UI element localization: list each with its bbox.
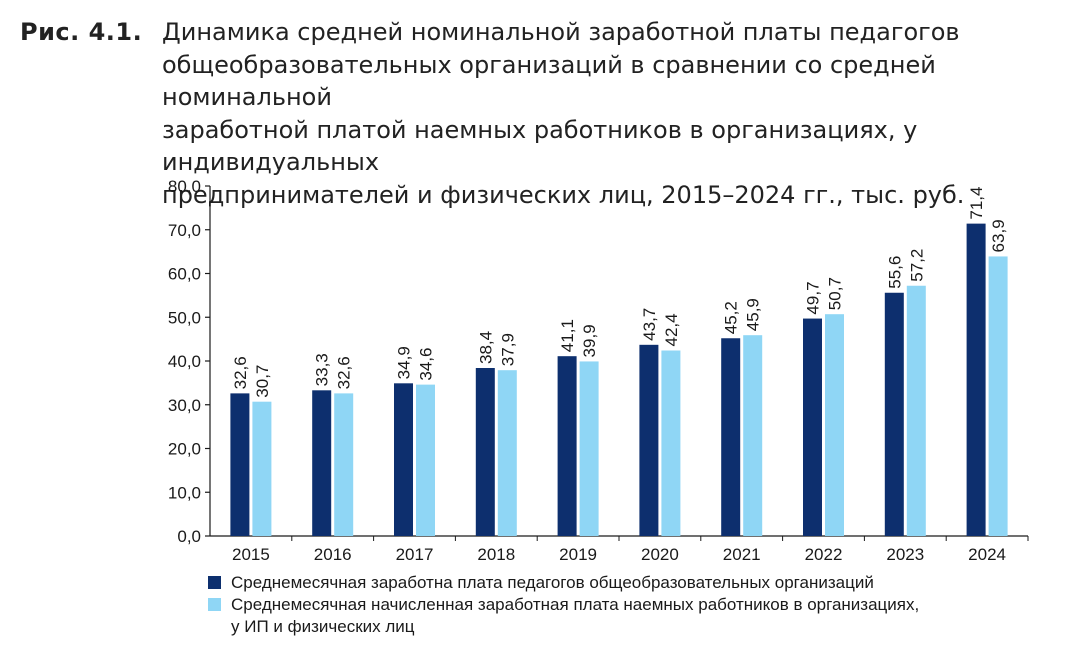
x-tick-label: 2020 — [641, 545, 679, 564]
x-tick-label: 2017 — [396, 545, 434, 564]
chart-legend: Среднемесячная заработна плата педагогов… — [208, 572, 919, 638]
bar-employees — [334, 393, 354, 536]
bar-employees — [252, 401, 272, 536]
data-label-employees: 34,6 — [417, 348, 436, 381]
bar-employees — [825, 314, 844, 536]
y-tick-label: 10,0 — [168, 483, 201, 502]
legend-swatch-teachers — [208, 576, 221, 589]
legend-label-teachers: Среднемесячная заработна плата педагогов… — [231, 573, 874, 592]
y-tick-label: 20,0 — [168, 440, 201, 459]
y-tick-label: 80,0 — [168, 177, 201, 196]
bar-teachers — [394, 383, 413, 536]
data-label-teachers: 38,4 — [476, 331, 495, 364]
data-label-teachers: 55,6 — [885, 256, 904, 289]
y-tick-label: 70,0 — [168, 221, 201, 240]
data-label-employees: 32,6 — [335, 356, 354, 389]
x-tick-label: 2015 — [232, 545, 270, 564]
x-tick-label: 2023 — [886, 545, 924, 564]
bar-teachers — [639, 344, 659, 536]
y-tick-label: 0,0 — [177, 527, 201, 546]
data-label-teachers: 49,7 — [804, 281, 823, 314]
x-tick-label: 2022 — [805, 545, 843, 564]
y-tick-label: 40,0 — [168, 352, 201, 371]
y-tick-label: 30,0 — [168, 396, 201, 415]
bar-teachers — [721, 338, 741, 536]
data-label-employees: 63,9 — [989, 219, 1008, 252]
data-label-teachers: 41,1 — [558, 319, 577, 352]
figure-label: Рис. 4.1. — [20, 18, 143, 46]
bar-employees — [416, 384, 435, 536]
legend-swatch-employees — [208, 598, 221, 611]
data-label-employees: 42,4 — [662, 313, 681, 346]
bar-employees — [988, 256, 1008, 536]
data-label-teachers: 33,3 — [313, 353, 332, 386]
legend-label-employees: Среднемесячная начисленная заработная пл… — [231, 595, 920, 636]
bar-employees — [497, 370, 517, 536]
y-tick-label: 60,0 — [168, 265, 201, 284]
data-label-teachers: 71,4 — [967, 187, 986, 220]
data-label-employees: 37,9 — [498, 333, 517, 366]
data-label-employees: 57,2 — [907, 249, 926, 282]
bar-teachers — [803, 318, 822, 536]
bar-teachers — [230, 393, 250, 536]
bar-teachers — [475, 368, 495, 536]
figure-title: Динамика средней номинальной заработной … — [162, 18, 965, 209]
data-label-employees: 30,7 — [253, 365, 272, 398]
bar-employees — [906, 285, 926, 536]
data-label-employees: 39,9 — [580, 324, 599, 357]
data-label-teachers: 32,6 — [231, 356, 250, 389]
bar-employees — [661, 350, 681, 536]
data-label-teachers: 43,7 — [640, 308, 659, 341]
x-tick-label: 2019 — [559, 545, 597, 564]
data-label-teachers: 34,9 — [395, 346, 414, 379]
bar-chart: 0,0 10,0 20,0 30,0 40,0 50,0 60,0 70,0 80,0 2015 3… — [168, 177, 1029, 564]
x-tick-label: 2016 — [314, 545, 352, 564]
data-label-teachers: 45,2 — [722, 301, 741, 334]
x-tick-label: 2018 — [477, 545, 515, 564]
x-tick-label: 2021 — [723, 545, 761, 564]
bar-teachers — [966, 223, 986, 536]
legend-item-teachers: Среднемесячная заработна плата педагогов… — [208, 572, 919, 594]
bar-employees — [743, 335, 763, 536]
bar-employees — [579, 361, 599, 536]
bar-teachers — [312, 390, 332, 536]
data-label-employees: 45,9 — [744, 298, 763, 331]
data-label-employees: 50,7 — [826, 277, 845, 310]
legend-item-employees: Среднемесячная начисленная заработная пл… — [208, 594, 919, 638]
y-tick-label: 50,0 — [168, 308, 201, 327]
x-tick-label: 2024 — [968, 545, 1006, 564]
bar-teachers — [884, 292, 904, 536]
bar-teachers — [557, 356, 577, 536]
